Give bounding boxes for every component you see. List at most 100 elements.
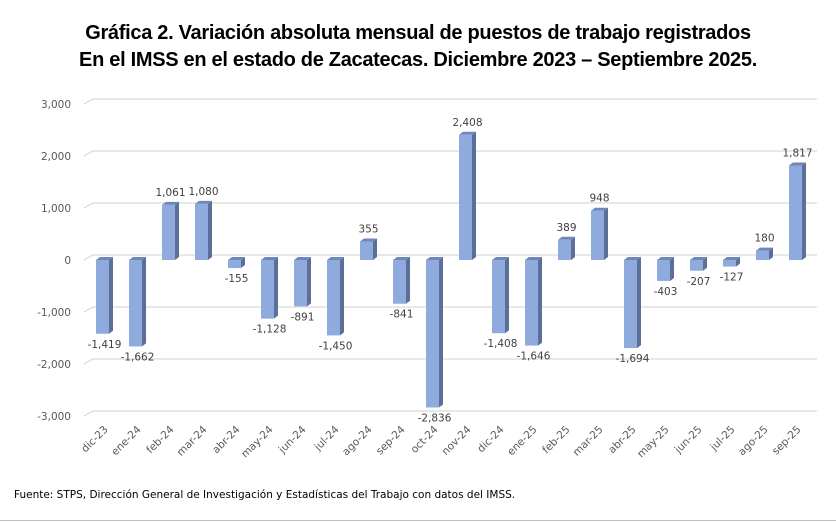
bar-top xyxy=(162,201,179,205)
bar-side xyxy=(670,257,674,281)
data-label: 1,080 xyxy=(188,186,218,198)
gridlines xyxy=(83,98,817,417)
bar-top xyxy=(624,257,641,260)
bar-jul-25 xyxy=(723,257,740,267)
bar-front xyxy=(129,260,142,347)
bar-ene-24 xyxy=(129,257,146,347)
data-label: -1,419 xyxy=(88,339,122,351)
bar-front xyxy=(96,260,109,334)
x-tick-label: feb-24 xyxy=(144,423,177,456)
data-label: -891 xyxy=(291,311,315,323)
gridline xyxy=(83,410,817,417)
x-tick-label: ago-25 xyxy=(736,424,771,459)
x-tick-label: jun-25 xyxy=(672,424,705,457)
y-tick-label: -3,000 xyxy=(37,411,71,423)
bar-side xyxy=(604,207,608,260)
bar-top xyxy=(426,257,443,260)
bar-jul-24 xyxy=(327,257,344,336)
bar-top xyxy=(789,162,806,166)
gridline xyxy=(83,98,817,105)
bar-side xyxy=(406,257,410,304)
bar-side xyxy=(769,247,773,260)
y-tick-label: 2,000 xyxy=(41,151,71,163)
bar-abr-24 xyxy=(228,257,245,269)
chart-title-line-1: Gráfica 2. Variación absoluta mensual de… xyxy=(85,22,751,44)
bar-top xyxy=(129,257,146,260)
x-tick-label: dic-24 xyxy=(475,423,507,455)
bar-front xyxy=(492,260,505,334)
bar-top xyxy=(360,238,377,242)
data-label: -403 xyxy=(654,286,678,298)
data-label: 389 xyxy=(556,222,576,234)
x-tick-label: dic-23 xyxy=(79,424,110,455)
bar-front xyxy=(723,260,736,267)
bar-front xyxy=(393,260,406,304)
bar-top xyxy=(294,257,311,260)
bar-oct-24 xyxy=(426,257,443,408)
bar-ago-25 xyxy=(756,247,773,260)
data-label: -1,662 xyxy=(121,351,155,363)
bar-side xyxy=(241,257,245,269)
x-tick-label: oct-24 xyxy=(408,423,440,455)
x-tick-label: jun-24 xyxy=(276,423,309,456)
bar-side xyxy=(538,257,542,346)
chart-title-line-2: En el IMSS en el estado de Zacatecas. Di… xyxy=(79,49,757,71)
y-tick-label: -2,000 xyxy=(37,359,71,371)
bar-dic-24 xyxy=(492,257,509,334)
data-label: -1,646 xyxy=(517,351,551,363)
bar-front xyxy=(228,260,241,269)
data-label: 355 xyxy=(358,224,378,236)
x-tick-label: ago-24 xyxy=(340,423,375,458)
bar-chart: 3,000 2,000 1,000 0 -1,000 -2,000 -3,000 -1,41… xyxy=(37,98,817,460)
data-label: -1,694 xyxy=(616,353,650,365)
bar-front xyxy=(756,250,769,260)
bar-ene-25 xyxy=(525,257,542,346)
bar-front xyxy=(162,204,175,260)
bar-top xyxy=(459,131,476,135)
y-tick-label: 0 xyxy=(64,255,71,267)
bar-front xyxy=(591,210,604,260)
y-tick-label: 3,000 xyxy=(41,99,71,111)
bar-jun-25 xyxy=(690,257,707,271)
bar-top xyxy=(723,257,740,260)
data-label: 2,408 xyxy=(452,117,482,129)
bar-abr-25 xyxy=(624,257,641,349)
x-tick-label: jul-24 xyxy=(311,423,341,453)
bar-side xyxy=(571,236,575,260)
gridline xyxy=(83,150,817,157)
bar-sep-24 xyxy=(393,257,410,304)
bar-side xyxy=(307,257,311,307)
bar-top xyxy=(558,236,575,240)
bar-side xyxy=(373,238,377,260)
bar-top xyxy=(756,247,773,251)
bar-jun-24 xyxy=(294,257,311,307)
chart-title: Gráfica 2. Variación absoluta mensual de… xyxy=(0,20,836,74)
bar-front xyxy=(294,260,307,307)
x-tick-label: abr-25 xyxy=(606,424,638,456)
x-tick-label: mar-25 xyxy=(571,424,606,459)
x-tick-label: ene-25 xyxy=(505,424,539,458)
bar-top xyxy=(690,257,707,260)
x-tick-label: feb-25 xyxy=(540,424,573,457)
bar-side xyxy=(703,257,707,271)
x-tick-label: ene-24 xyxy=(109,423,144,458)
y-axis-tick-labels: 3,000 2,000 1,000 0 -1,000 -2,000 -3,000 xyxy=(37,99,71,423)
bar-side xyxy=(340,257,344,336)
bar-side xyxy=(736,257,740,267)
bar-side xyxy=(175,201,179,260)
bar-side xyxy=(472,131,476,260)
bar-top xyxy=(261,257,278,260)
data-label: 948 xyxy=(589,193,609,205)
data-label: 1,061 xyxy=(155,187,185,199)
data-label: -127 xyxy=(720,272,744,284)
x-tick-label: nov-24 xyxy=(440,423,474,457)
data-label: 180 xyxy=(754,233,774,245)
x-tick-label: may-24 xyxy=(239,423,276,460)
bar-side xyxy=(109,257,113,334)
bar-may-24 xyxy=(261,257,278,319)
bar-front xyxy=(426,260,439,408)
bar-dic-23 xyxy=(96,257,113,334)
bar-top xyxy=(525,257,542,260)
data-label: -1,128 xyxy=(253,324,287,336)
